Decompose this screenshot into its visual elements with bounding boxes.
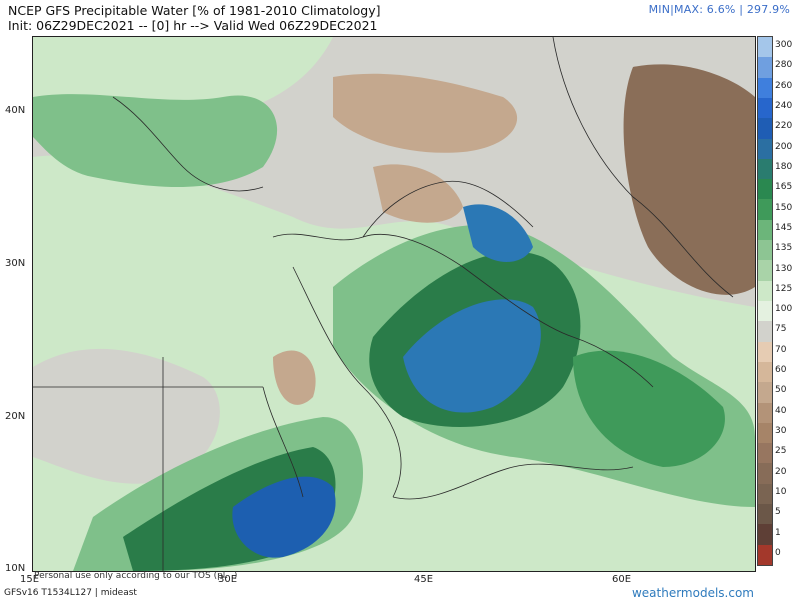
title-line-2: Init: 06Z29DEC2021 -- [0] hr --> Valid W… bbox=[8, 18, 378, 33]
country-borders bbox=[33, 37, 734, 571]
colorbar-segment bbox=[758, 77, 772, 99]
colorbar-segment bbox=[758, 524, 772, 546]
very-wet-region-eritrea bbox=[232, 476, 336, 558]
colorbar-segment bbox=[758, 280, 772, 302]
min-max-readout: MIN|MAX: 6.6% | 297.9% bbox=[648, 3, 790, 16]
colorbar-segment bbox=[758, 260, 772, 282]
colorbar-segment bbox=[758, 240, 772, 261]
lon-label-15e: 15E bbox=[20, 574, 40, 585]
colorbar-label: 180 bbox=[775, 162, 793, 172]
colorbar-segment bbox=[758, 199, 772, 221]
colorbar-label: 40 bbox=[775, 405, 787, 416]
colorbar-label: 0 bbox=[775, 547, 781, 558]
colorbar-label: 200 bbox=[775, 141, 793, 152]
colorbar-legend bbox=[757, 36, 773, 566]
colorbar-label: 1 bbox=[775, 527, 781, 538]
colorbar-label: 280 bbox=[775, 60, 793, 71]
colorbar-segment bbox=[758, 97, 772, 119]
dry-region-iran bbox=[623, 64, 755, 295]
colorbar-label: 70 bbox=[775, 344, 787, 355]
colorbar-segment bbox=[758, 382, 772, 404]
very-wet-region-arabia bbox=[403, 299, 541, 413]
lat-label-20n: 20N bbox=[5, 411, 26, 422]
moist-region-mediterranean bbox=[33, 94, 278, 187]
colorbar-label: 60 bbox=[775, 365, 787, 376]
colorbar-segment bbox=[758, 138, 772, 160]
lat-label-10n: 10N bbox=[5, 563, 26, 574]
colorbar-label: 260 bbox=[775, 80, 793, 91]
colorbar-label: 5 bbox=[775, 507, 781, 518]
title-line-1: NCEP GFS Precipitable Water [% of 1981-2… bbox=[8, 3, 381, 18]
colorbar-segment bbox=[758, 422, 772, 444]
colorbar-segment bbox=[758, 158, 772, 180]
colorbar-label: 20 bbox=[775, 466, 787, 477]
colorbar-segment bbox=[758, 443, 772, 464]
map-panel bbox=[32, 36, 756, 572]
colorbar-segment bbox=[758, 504, 772, 525]
dry-region-anatolia bbox=[333, 73, 518, 153]
precipitable-water-map bbox=[33, 37, 755, 571]
colorbar-label: 25 bbox=[775, 446, 787, 457]
colorbar-label: 165 bbox=[775, 182, 793, 193]
lat-label-40n: 40N bbox=[5, 105, 26, 116]
colorbar-label: 130 bbox=[775, 263, 793, 274]
colorbar-label: 10 bbox=[775, 486, 787, 497]
colorbar-segment bbox=[758, 361, 772, 383]
dry-region-iraq bbox=[373, 164, 463, 223]
wet-region-oman bbox=[573, 350, 725, 467]
colorbar-label: 135 bbox=[775, 243, 793, 254]
dry-region-redsea bbox=[273, 350, 316, 405]
map-title: NCEP GFS Precipitable Water [% of 1981-2… bbox=[8, 3, 380, 33]
colorbar-segment bbox=[758, 341, 772, 363]
lon-label-60e: 60E bbox=[612, 574, 632, 585]
colorbar-label: 125 bbox=[775, 283, 793, 294]
lon-label-30e: 30E bbox=[218, 574, 238, 585]
colorbar-label: 300 bbox=[775, 40, 793, 51]
colorbar-label: 145 bbox=[775, 222, 793, 233]
lon-label-45e: 45E bbox=[414, 574, 434, 585]
colorbar-segment bbox=[758, 483, 772, 505]
colorbar-segment bbox=[758, 402, 772, 424]
model-info: GFSv16 T1534L127 | mideast bbox=[4, 588, 137, 598]
very-wet-region-gulf bbox=[463, 204, 533, 262]
colorbar-segment bbox=[758, 544, 772, 566]
colorbar-label: 150 bbox=[775, 202, 793, 213]
tos-disclaimer: Personal use only according to our TOS (… bbox=[34, 571, 238, 581]
colorbar-label: 220 bbox=[775, 121, 793, 132]
lat-label-30n: 30N bbox=[5, 258, 26, 269]
colorbar-label: 50 bbox=[775, 385, 787, 396]
colorbar-segment bbox=[758, 321, 772, 343]
colorbar-segment bbox=[758, 219, 772, 241]
colorbar-label: 30 bbox=[775, 426, 787, 436]
brand-link[interactable]: weathermodels.com bbox=[631, 586, 754, 600]
colorbar-segment bbox=[758, 37, 772, 58]
colorbar-segment bbox=[758, 57, 772, 79]
colorbar-segment bbox=[758, 301, 772, 322]
colorbar-segment bbox=[758, 463, 772, 485]
colorbar-label: 100 bbox=[775, 304, 793, 315]
colorbar-segment bbox=[758, 118, 772, 140]
neutral-region-sahara bbox=[33, 348, 220, 484]
colorbar-label: 75 bbox=[775, 324, 787, 335]
colorbar-segment bbox=[758, 179, 772, 200]
colorbar-label: 240 bbox=[775, 101, 793, 112]
